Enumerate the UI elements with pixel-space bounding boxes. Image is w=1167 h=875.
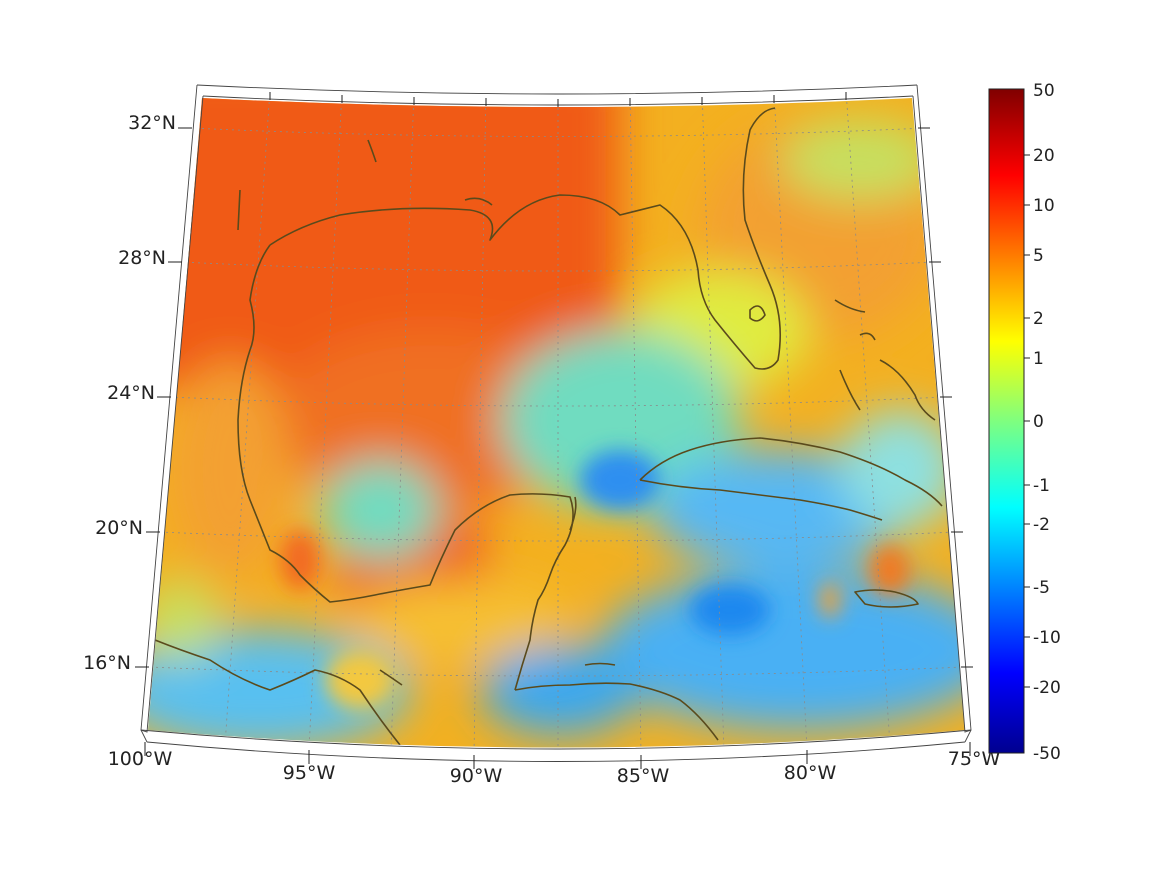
colorbar-label: -50 [1033,744,1061,764]
heatmap-field [148,98,965,748]
colorbar-label: -5 [1033,578,1050,598]
lat-label-16n: 16°N [83,652,131,674]
lat-label-28n: 28°N [118,247,166,269]
colorbar-labels: 50 20 10 5 2 1 0 -1 -2 -5 -10 -20 -50 [1033,81,1061,764]
lon-label-80w: 80°W [784,762,837,784]
lon-label-100w: 100°W [108,748,173,770]
colorbar-label: 0 [1033,412,1044,432]
colorbar-label: 2 [1033,309,1044,329]
colorbar-label: -10 [1033,628,1061,648]
lon-label-75w: 75°W [948,748,1001,770]
colorbar-label: -20 [1033,678,1061,698]
lon-label-85w: 85°W [617,765,670,787]
colorbar-label: -2 [1033,515,1050,535]
colorbar-label: 50 [1033,81,1055,101]
frame-ticks [135,92,973,769]
longitude-labels: 100°W 95°W 90°W 85°W 80°W 75°W [108,748,1001,787]
lon-label-90w: 90°W [450,765,503,787]
coastlines [154,107,943,746]
colorbar-gradient [988,88,1025,754]
colorbar-label: 5 [1033,246,1044,266]
lat-label-32n: 32°N [128,112,176,134]
colorbar-ticks [1024,154,1030,688]
lat-label-24n: 24°N [107,382,155,404]
lon-label-95w: 95°W [283,762,336,784]
colorbar-label: -1 [1033,476,1050,496]
latitude-labels: 32°N 28°N 24°N 20°N 16°N [83,112,176,674]
colorbar-label: 20 [1033,146,1055,166]
colorbar-label: 10 [1033,196,1055,216]
graticule [149,98,964,748]
colorbar: 50 20 10 5 2 1 0 -1 -2 -5 -10 -20 -50 [988,81,1061,764]
colorbar-label: 1 [1033,349,1044,369]
lat-label-20n: 20°N [95,517,143,539]
map-frame [140,84,972,762]
